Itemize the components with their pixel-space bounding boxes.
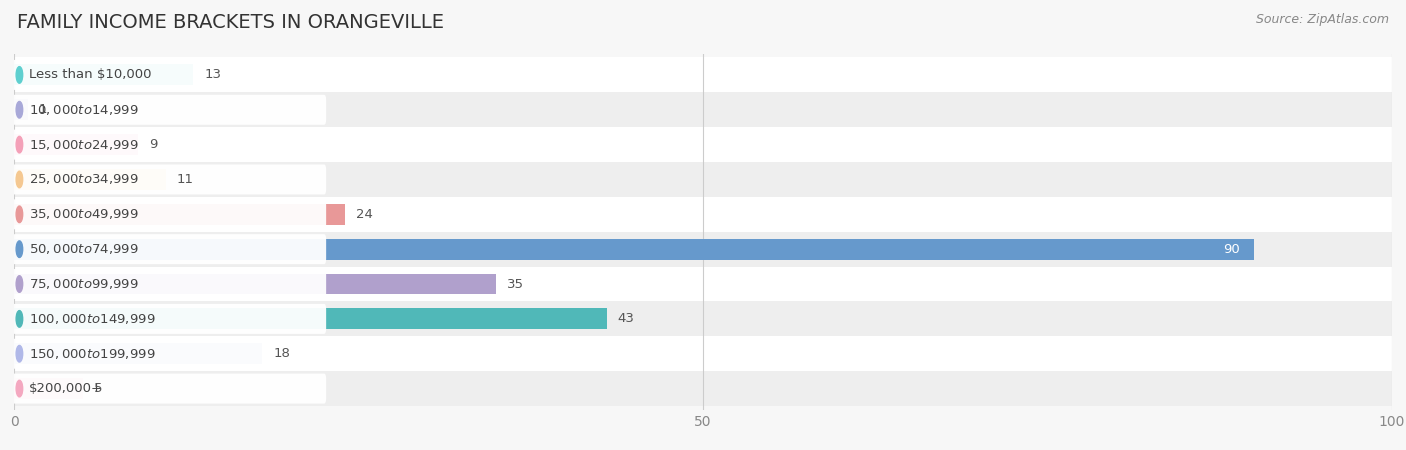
- Bar: [14, 197, 1392, 232]
- Bar: [14, 343, 262, 364]
- Text: Less than $10,000: Less than $10,000: [30, 68, 152, 81]
- Bar: [14, 308, 606, 329]
- Bar: [14, 302, 1392, 336]
- Bar: [14, 266, 1392, 302]
- Text: $15,000 to $24,999: $15,000 to $24,999: [30, 138, 139, 152]
- Bar: [14, 336, 1392, 371]
- Text: 1: 1: [39, 103, 48, 116]
- FancyBboxPatch shape: [13, 95, 326, 125]
- Text: $150,000 to $199,999: $150,000 to $199,999: [30, 347, 156, 361]
- Text: $200,000+: $200,000+: [30, 382, 103, 395]
- Text: $10,000 to $14,999: $10,000 to $14,999: [30, 103, 139, 117]
- FancyBboxPatch shape: [13, 199, 326, 230]
- Text: 5: 5: [94, 382, 103, 395]
- Bar: [14, 134, 138, 155]
- FancyBboxPatch shape: [13, 165, 326, 194]
- Bar: [14, 169, 166, 190]
- Circle shape: [15, 276, 22, 293]
- Bar: [14, 162, 1392, 197]
- Bar: [14, 99, 28, 120]
- FancyBboxPatch shape: [13, 234, 326, 264]
- Circle shape: [15, 67, 22, 83]
- Circle shape: [15, 101, 22, 118]
- Text: 13: 13: [204, 68, 221, 81]
- Bar: [14, 64, 193, 86]
- Bar: [14, 58, 1392, 92]
- Text: $75,000 to $99,999: $75,000 to $99,999: [30, 277, 139, 291]
- Text: 9: 9: [149, 138, 157, 151]
- FancyBboxPatch shape: [13, 339, 326, 369]
- Text: $35,000 to $49,999: $35,000 to $49,999: [30, 207, 139, 221]
- FancyBboxPatch shape: [13, 130, 326, 160]
- Text: $25,000 to $34,999: $25,000 to $34,999: [30, 172, 139, 186]
- FancyBboxPatch shape: [13, 304, 326, 334]
- Bar: [14, 371, 1392, 406]
- FancyBboxPatch shape: [13, 374, 326, 404]
- Circle shape: [15, 346, 22, 362]
- Circle shape: [15, 310, 22, 327]
- Bar: [14, 378, 83, 399]
- Circle shape: [15, 171, 22, 188]
- Circle shape: [15, 206, 22, 223]
- Text: Source: ZipAtlas.com: Source: ZipAtlas.com: [1256, 14, 1389, 27]
- Bar: [14, 238, 1254, 260]
- FancyBboxPatch shape: [13, 60, 326, 90]
- Text: $100,000 to $149,999: $100,000 to $149,999: [30, 312, 156, 326]
- Bar: [14, 92, 1392, 127]
- Circle shape: [15, 380, 22, 397]
- FancyBboxPatch shape: [13, 269, 326, 299]
- Text: 24: 24: [356, 208, 373, 221]
- Bar: [14, 204, 344, 225]
- Text: 43: 43: [617, 312, 634, 325]
- Circle shape: [15, 136, 22, 153]
- Text: 90: 90: [1223, 243, 1240, 256]
- Text: FAMILY INCOME BRACKETS IN ORANGEVILLE: FAMILY INCOME BRACKETS IN ORANGEVILLE: [17, 14, 444, 32]
- Text: $50,000 to $74,999: $50,000 to $74,999: [30, 242, 139, 256]
- Bar: [14, 232, 1392, 266]
- Text: 18: 18: [273, 347, 290, 360]
- Text: 35: 35: [508, 278, 524, 291]
- Bar: [14, 274, 496, 294]
- Bar: [14, 127, 1392, 162]
- Text: 11: 11: [177, 173, 194, 186]
- Circle shape: [15, 241, 22, 257]
